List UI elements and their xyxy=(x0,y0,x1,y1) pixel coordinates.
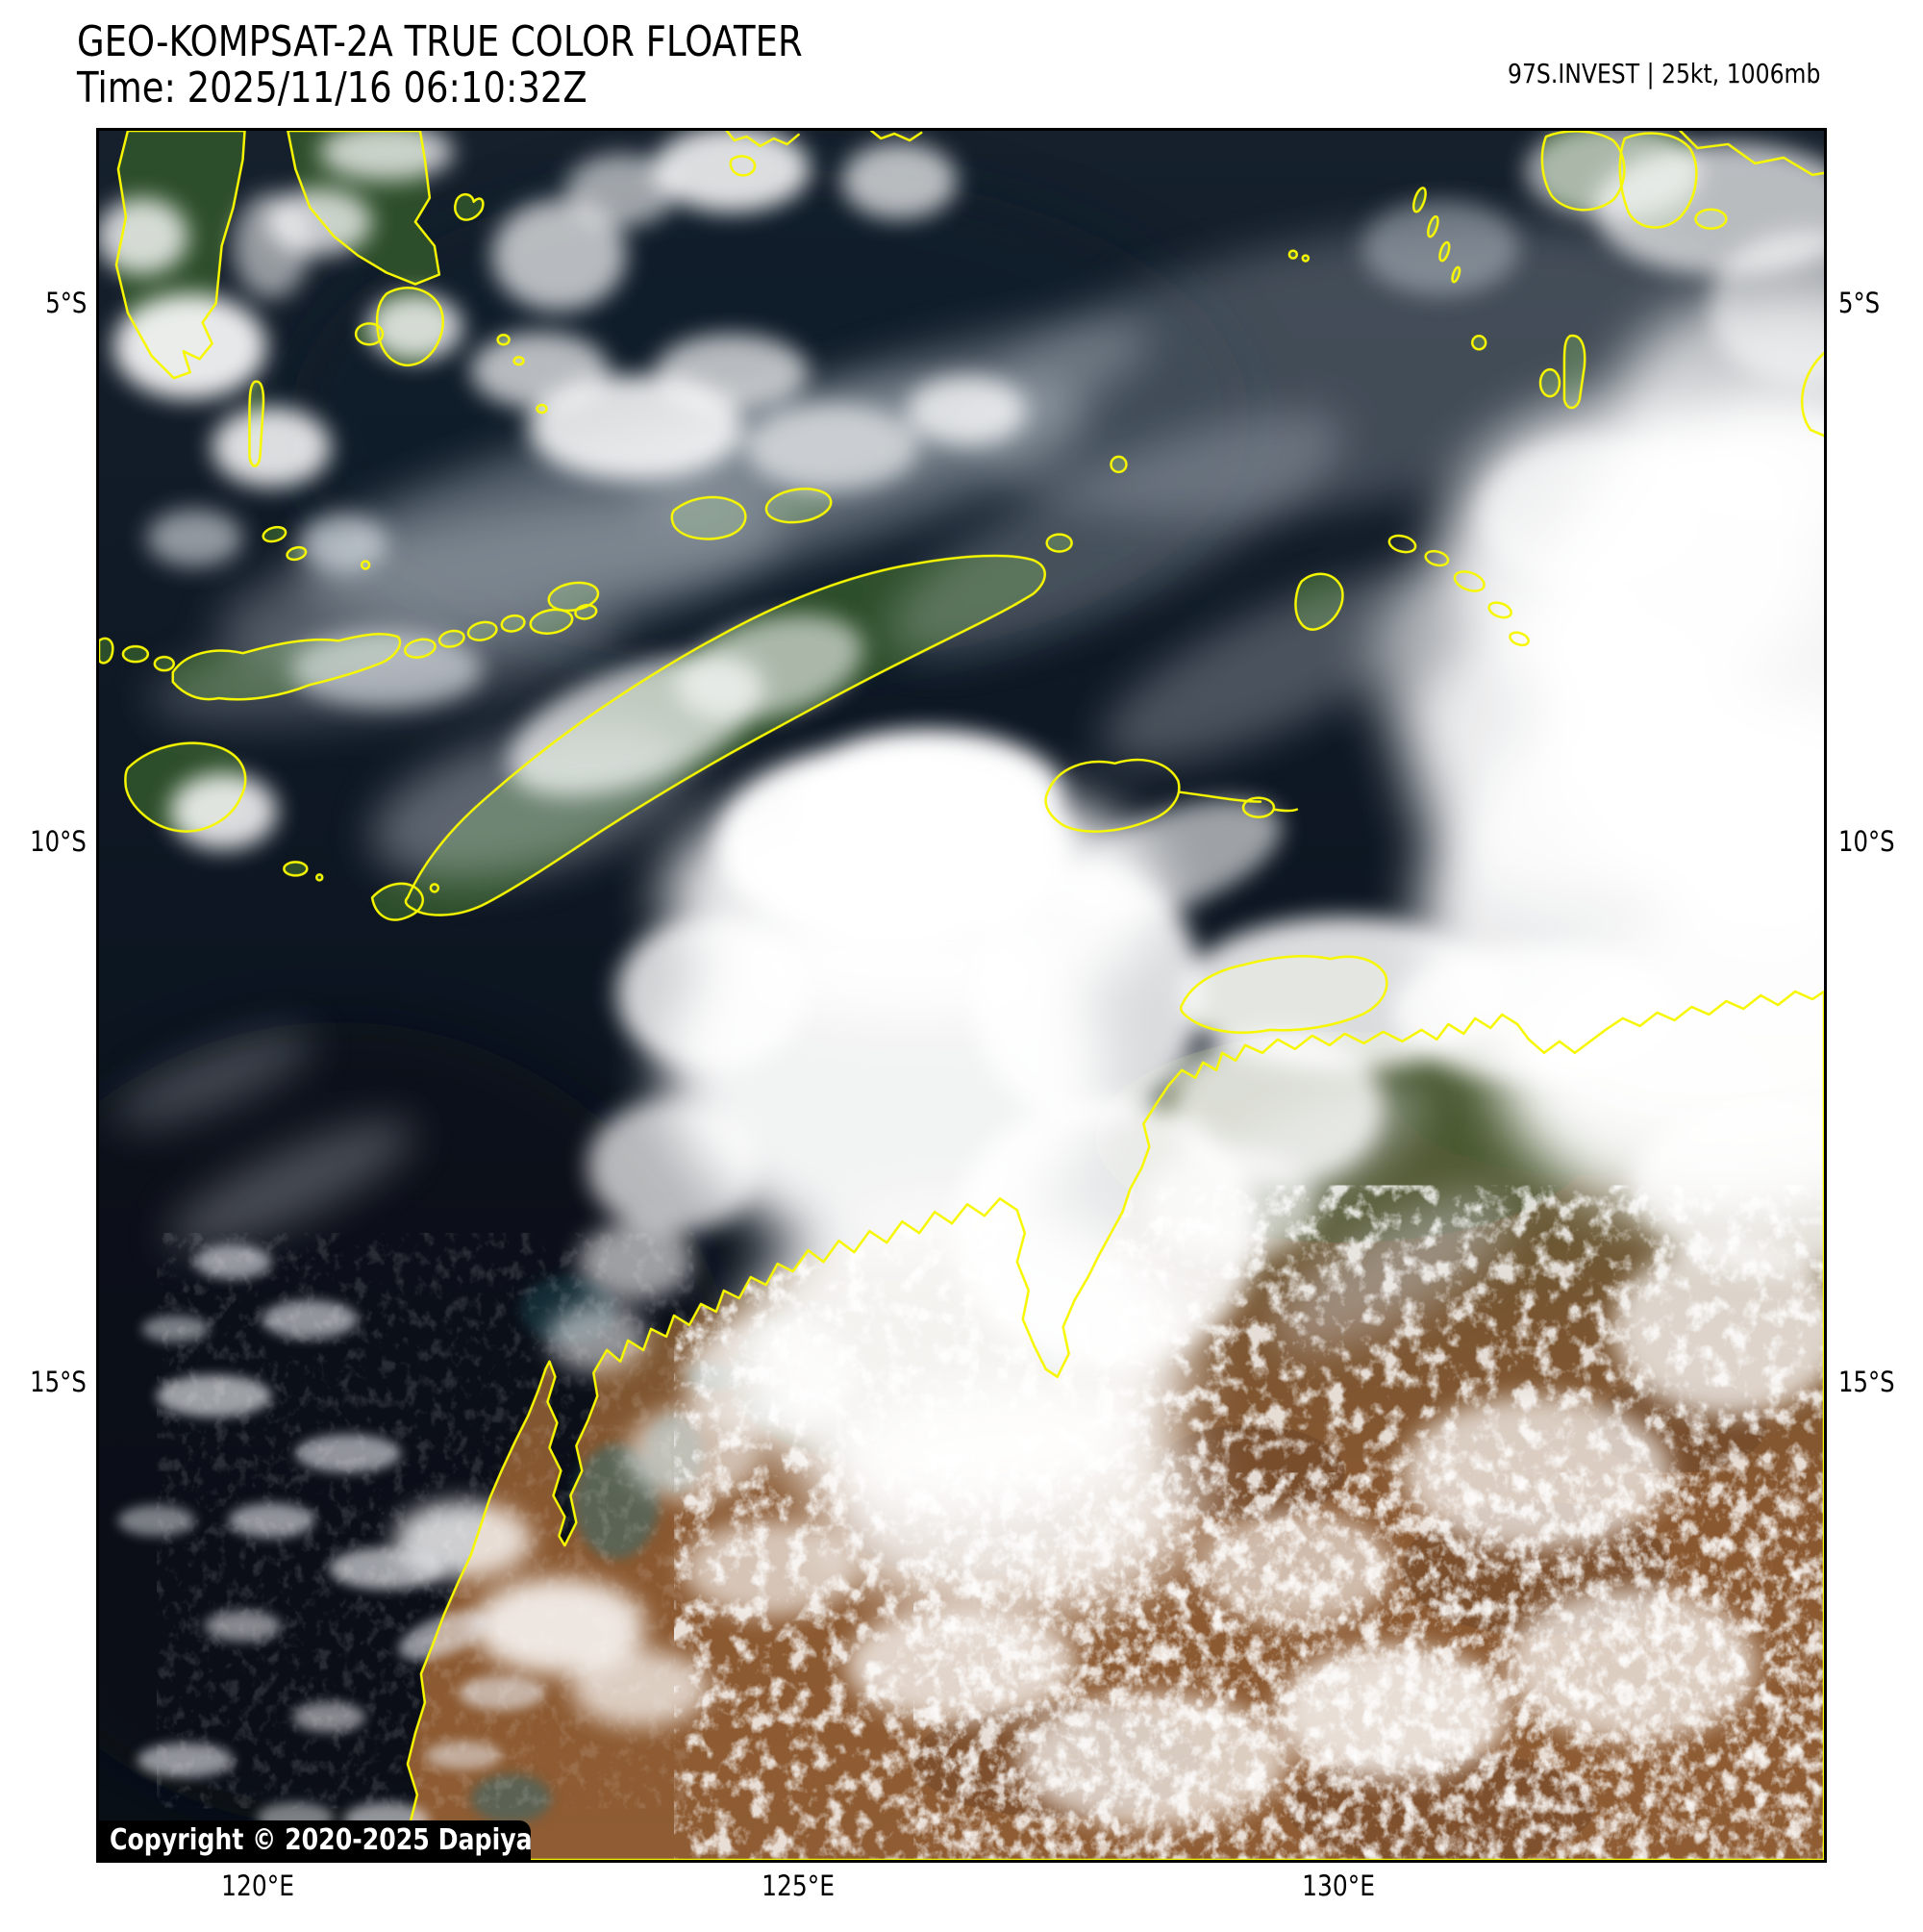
lon-tick-130e: 130°E xyxy=(1302,1869,1375,1902)
storm-info-text: 97S.INVEST | 25kt, 1006mb xyxy=(1507,58,1820,89)
speckle-layer xyxy=(674,1185,1824,1860)
lat-tick-10s-left: 10°S xyxy=(30,825,87,858)
satellite-image xyxy=(99,131,1824,1860)
lat-tick-5s-left: 5°S xyxy=(44,287,87,319)
cloud-layer xyxy=(99,131,1824,1860)
page-title: GEO-KOMPSAT-2A TRUE COLOR FLOATER xyxy=(77,17,940,66)
copyright-text: Copyright © 2020-2025 Dapiya xyxy=(110,1823,533,1857)
lon-tick-125e: 125°E xyxy=(762,1869,835,1902)
page-title-text: GEO-KOMPSAT-2A TRUE COLOR FLOATER xyxy=(77,17,803,66)
lat-tick-15s-right: 15°S xyxy=(1838,1366,1895,1398)
copyright-badge: Copyright © 2020-2025 Dapiya xyxy=(96,1820,533,1860)
satellite-map xyxy=(96,128,1827,1863)
lat-tick-15s-left: 15°S xyxy=(30,1366,87,1398)
lon-tick-120e: 120°E xyxy=(221,1869,294,1902)
time-label: Time: 2025/11/16 06:10:32Z xyxy=(77,63,685,113)
storm-info-label: 97S.INVEST | 25kt, 1006mb xyxy=(1448,58,1820,89)
lat-tick-10s-right: 10°S xyxy=(1838,825,1895,858)
time-label-text: Time: 2025/11/16 06:10:32Z xyxy=(77,63,587,113)
lat-tick-5s-right: 5°S xyxy=(1838,287,1881,319)
